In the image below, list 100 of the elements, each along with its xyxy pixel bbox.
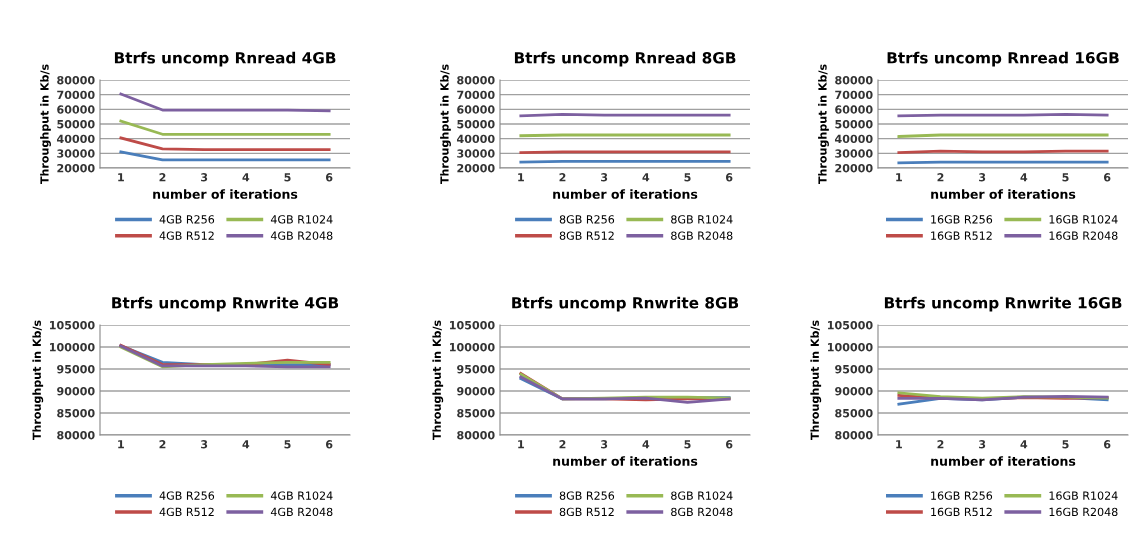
legend-label: 4GB R2048 xyxy=(270,231,333,240)
legend-label: 16GB R256 xyxy=(931,491,993,500)
y-tick-label: 95000 xyxy=(835,364,873,374)
legend-label: 8GB R1024 xyxy=(671,215,733,224)
y-tick-label: 70000 xyxy=(57,90,95,100)
y-tick-label: 50000 xyxy=(835,119,873,129)
legend-label: 16GB R512 xyxy=(931,507,992,517)
x-tick-label: 2 xyxy=(559,173,566,182)
y-tick-label: 80000 xyxy=(57,75,95,85)
x-tick-label: 4 xyxy=(242,440,250,449)
y-tick-label: 95000 xyxy=(57,364,95,374)
y-tick-label: 105000 xyxy=(828,320,873,330)
legend-label: 16GB R2048 xyxy=(1049,231,1118,240)
chart-title: Btrfs uncomp Rnwrite 8GB xyxy=(512,296,739,312)
chart-title: Btrfs uncomp Rnread 4GB xyxy=(114,51,336,67)
chart-title: Btrfs uncomp Rnread 8GB xyxy=(514,51,736,67)
legend-label: 16GB R512 xyxy=(931,231,992,240)
chart-title: Btrfs uncomp Rnwrite 4GB xyxy=(112,296,339,312)
legend-label: 16GB R256 xyxy=(931,215,993,224)
y-axis-title: Throughput in Kb/s xyxy=(810,320,822,441)
x-tick-label: 5 xyxy=(1062,440,1069,449)
y-tick-label: 105000 xyxy=(50,320,95,330)
x-axis-title: number of iterations xyxy=(931,189,1076,199)
y-tick-label: 80000 xyxy=(57,430,95,440)
legend-label: 8GB R2048 xyxy=(671,507,733,517)
y-tick-label: 80000 xyxy=(457,430,495,440)
legend-label: 4GB R512 xyxy=(159,507,214,517)
x-tick-label: 6 xyxy=(325,440,333,449)
x-tick-label: 3 xyxy=(979,173,986,182)
legend-label: 8GB R256 xyxy=(559,491,615,500)
x-tick-label: 6 xyxy=(325,173,333,182)
y-tick-label: 90000 xyxy=(57,386,95,396)
y-tick-label: 90000 xyxy=(835,386,873,396)
x-axis-title: number of iterations xyxy=(153,189,298,199)
y-tick-label: 70000 xyxy=(457,90,495,100)
x-tick-label: 5 xyxy=(284,440,291,449)
y-tick-label: 100000 xyxy=(450,342,495,352)
legend-label: 8GB R1024 xyxy=(671,491,733,500)
x-tick-label: 5 xyxy=(1062,173,1069,182)
y-tick-label: 60000 xyxy=(57,105,95,114)
legend-label: 4GB R256 xyxy=(159,215,215,224)
x-tick-label: 3 xyxy=(601,173,608,182)
chart-title: Btrfs uncomp Rnread 16GB xyxy=(887,51,1119,67)
y-tick-label: 95000 xyxy=(457,364,495,374)
legend-label: 8GB R2048 xyxy=(671,231,733,240)
y-tick-label: 60000 xyxy=(835,105,873,114)
y-tick-label: 80000 xyxy=(835,430,873,440)
x-tick-label: 2 xyxy=(159,173,166,182)
y-axis-title: Throughput in Kb/s xyxy=(432,320,444,441)
x-tick-label: 5 xyxy=(284,173,291,182)
legend-label: 4GB R2048 xyxy=(270,507,333,517)
y-axis-title: Throughput in Kb/s xyxy=(40,64,51,185)
x-tick-label: 4 xyxy=(1020,173,1028,182)
x-tick-label: 3 xyxy=(979,440,986,449)
chart-title: Btrfs uncomp Rnwrite 16GB xyxy=(884,296,1122,312)
x-tick-label: 6 xyxy=(1103,440,1111,449)
x-tick-label: 2 xyxy=(559,440,566,449)
legend-label: 16GB R1024 xyxy=(1049,491,1118,500)
y-tick-label: 85000 xyxy=(835,408,873,418)
x-axis-title: number of iterations xyxy=(931,456,1076,466)
x-tick-label: 5 xyxy=(684,440,691,449)
y-tick-label: 100000 xyxy=(828,342,873,352)
legend-label: 4GB R1024 xyxy=(270,491,333,500)
legend-label: 16GB R2048 xyxy=(1049,507,1118,517)
y-tick-label: 70000 xyxy=(835,90,873,100)
y-axis-title: Throughput in Kb/s xyxy=(440,64,451,185)
x-tick-label: 4 xyxy=(1020,440,1028,449)
y-tick-label: 90000 xyxy=(457,386,495,396)
x-tick-label: 1 xyxy=(896,440,902,449)
y-tick-label: 30000 xyxy=(57,149,95,158)
y-tick-label: 40000 xyxy=(456,134,495,144)
y-tick-label: 85000 xyxy=(457,408,495,418)
legend-label: 4GB R256 xyxy=(159,491,215,500)
x-tick-label: 3 xyxy=(601,440,608,449)
legend-label: 8GB R512 xyxy=(559,507,614,517)
y-axis-title: Throughput in Kb/s xyxy=(32,320,44,441)
x-tick-label: 2 xyxy=(937,440,944,449)
y-tick-label: 60000 xyxy=(457,105,495,114)
y-tick-label: 85000 xyxy=(57,408,95,418)
y-tick-label: 105000 xyxy=(450,320,495,330)
x-tick-label: 3 xyxy=(201,440,208,449)
x-tick-label: 6 xyxy=(725,440,733,449)
y-tick-label: 20000 xyxy=(57,163,95,173)
x-tick-label: 2 xyxy=(159,440,166,449)
x-tick-label: 4 xyxy=(642,173,650,182)
x-tick-label: 1 xyxy=(518,173,524,182)
x-axis-title: number of iterations xyxy=(553,189,698,199)
y-tick-label: 80000 xyxy=(457,75,495,85)
y-tick-label: 30000 xyxy=(457,149,495,158)
legend-label: 16GB R1024 xyxy=(1049,215,1118,224)
x-tick-label: 6 xyxy=(1103,173,1111,182)
legend-label: 8GB R256 xyxy=(559,215,615,224)
x-tick-label: 3 xyxy=(201,173,208,182)
y-tick-label: 40000 xyxy=(834,134,873,144)
y-tick-label: 50000 xyxy=(57,119,95,129)
x-tick-label: 2 xyxy=(937,173,944,182)
x-tick-label: 1 xyxy=(518,440,524,449)
legend-label: 4GB R512 xyxy=(159,231,214,240)
y-tick-label: 20000 xyxy=(835,163,873,173)
legend-label: 4GB R1024 xyxy=(270,215,333,224)
